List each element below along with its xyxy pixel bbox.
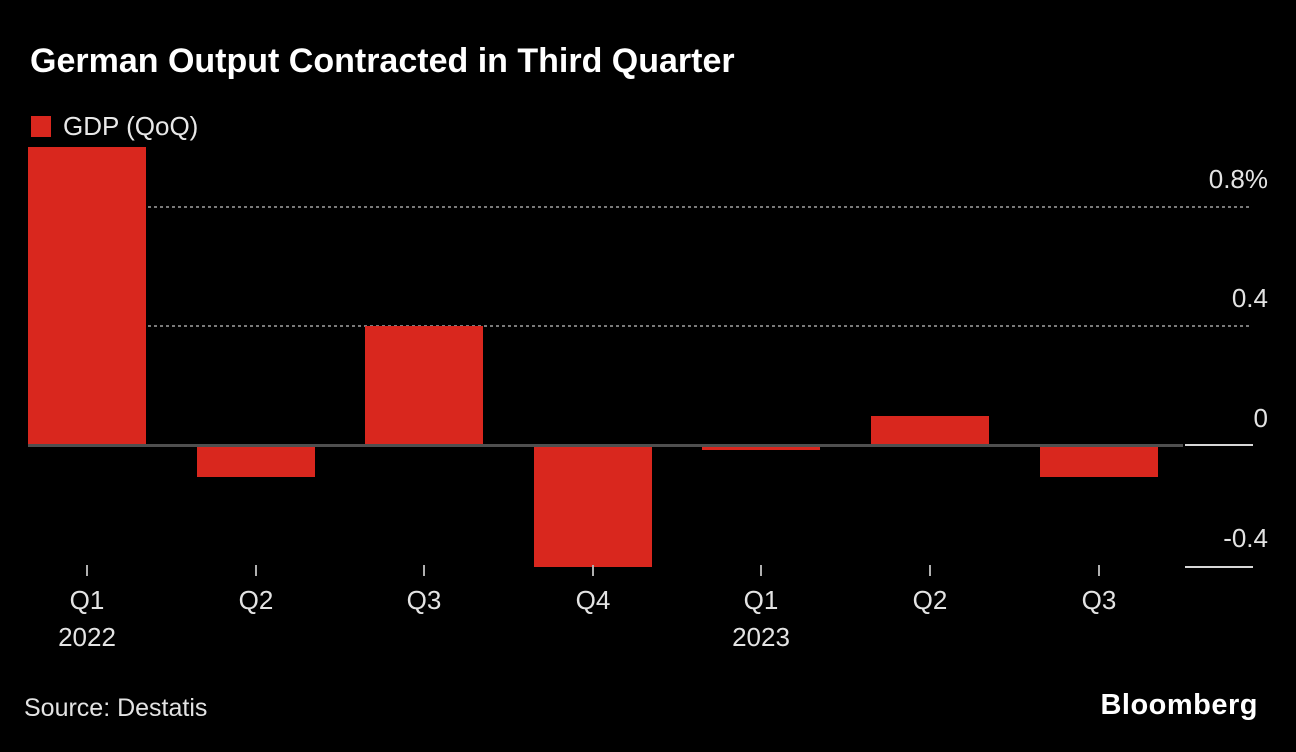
x-tick-q4-2022 bbox=[592, 565, 594, 576]
x-tick-q1-2023 bbox=[760, 565, 762, 576]
x-label-q1-2022: Q1 bbox=[69, 585, 105, 615]
bloomberg-logo: Bloomberg bbox=[1100, 689, 1258, 721]
gridline-0.4 bbox=[28, 325, 1250, 328]
legend-label: GDP (QoQ) bbox=[63, 111, 199, 141]
y-axis-label-0.8pct: 0.8% bbox=[1208, 163, 1268, 194]
x-year-label-2022: 2022 bbox=[58, 622, 116, 652]
legend: GDP (QoQ) bbox=[31, 111, 198, 142]
legend-swatch-red bbox=[31, 116, 51, 137]
x-label-q2-2022: Q2 bbox=[238, 585, 274, 615]
y-axis-label--0.4: -0.4 bbox=[1223, 522, 1268, 553]
x-year-label-2023: 2023 bbox=[732, 622, 790, 652]
x-label-q1-2023: Q1 bbox=[743, 585, 779, 615]
x-tick-q2-2023 bbox=[929, 565, 931, 576]
bar-q2-2023 bbox=[871, 416, 989, 446]
source-note: Source: Destatis bbox=[24, 694, 208, 722]
x-tick-q3-2023 bbox=[1098, 565, 1100, 576]
x-tick-q3-2022 bbox=[423, 565, 425, 576]
x-label-q4-2022: Q4 bbox=[575, 585, 611, 615]
x-label-q2-2023: Q2 bbox=[912, 585, 948, 615]
x-tick-q2-2022 bbox=[255, 565, 257, 576]
bar-q1-2022 bbox=[28, 147, 146, 446]
zero-axis-line bbox=[28, 444, 1183, 447]
gridline-0.8 bbox=[28, 205, 1250, 208]
axis-segment--0.4 bbox=[1185, 565, 1253, 568]
bar-q2-2022 bbox=[197, 447, 315, 477]
x-label-q3-2023: Q3 bbox=[1081, 585, 1117, 615]
x-tick-q1-2022 bbox=[86, 565, 88, 576]
y-axis-label-0.4: 0.4 bbox=[1231, 283, 1268, 314]
chart-title: German Output Contracted in Third Quarte… bbox=[30, 42, 735, 80]
bar-q3-2023 bbox=[1040, 447, 1158, 477]
axis-segment-0 bbox=[1185, 444, 1253, 446]
x-label-q3-2022: Q3 bbox=[406, 585, 442, 615]
y-axis-label-0: 0 bbox=[1253, 403, 1268, 433]
bar-q1-2023 bbox=[702, 447, 820, 450]
bar-q3-2022 bbox=[365, 326, 483, 446]
bar-q4-2022 bbox=[534, 447, 652, 567]
